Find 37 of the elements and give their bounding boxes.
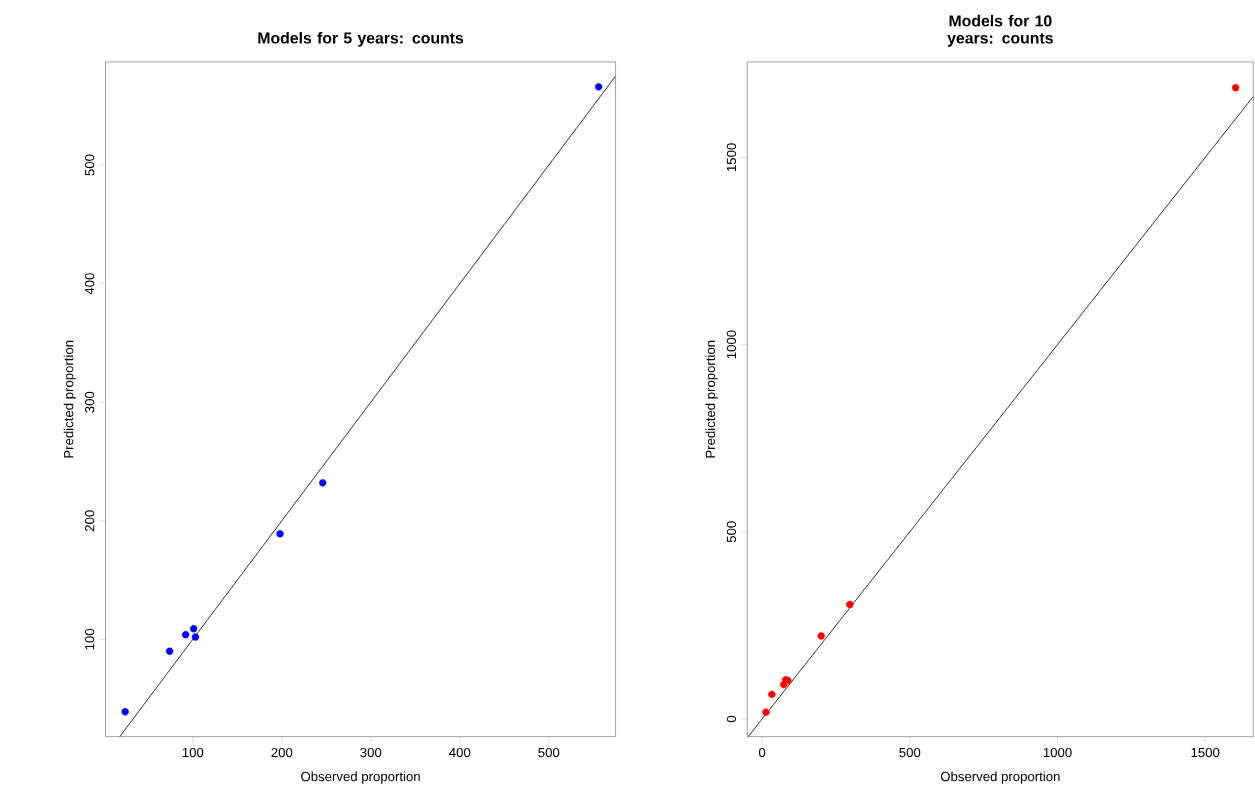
x-tick-label: 1000 — [1043, 747, 1072, 757]
point — [768, 690, 776, 698]
x-tick-label: 500 — [899, 747, 921, 757]
x-tick-label: 400 — [449, 747, 471, 757]
point — [191, 633, 200, 641]
point — [181, 630, 190, 639]
y-tick-label: 200 — [85, 510, 95, 531]
point — [121, 707, 129, 716]
chart-title: Models for 10 years: counts — [947, 14, 1053, 47]
y-tick-label: 1500 — [726, 143, 737, 171]
x-tick-label: 0 — [758, 747, 766, 757]
x-tick-label: 300 — [360, 747, 382, 757]
point — [594, 82, 603, 91]
point — [319, 478, 327, 487]
point — [165, 647, 174, 655]
y-axis-title: Predicted proportion — [63, 340, 76, 458]
y-tick-label: 100 — [85, 628, 95, 650]
point — [762, 708, 770, 716]
point — [817, 632, 825, 640]
point — [846, 600, 854, 608]
y-tick-label: 0 — [726, 715, 737, 722]
x-tick-label: 1500 — [1191, 747, 1220, 757]
point — [276, 529, 284, 538]
x-tick-label: 500 — [538, 747, 560, 757]
x-tick-label: 200 — [271, 747, 293, 757]
x-tick-label: 100 — [182, 747, 204, 757]
y-tick-label: 500 — [726, 521, 737, 543]
point — [189, 624, 198, 633]
y-tick-label: 400 — [85, 272, 95, 295]
y-tick-label: 1000 — [726, 330, 737, 359]
y-tick-label: 300 — [85, 391, 95, 413]
y-axis-title: Predicted proportion — [705, 340, 718, 458]
x-axis-title: Observed proportion — [301, 771, 420, 784]
point — [1231, 83, 1240, 92]
y-tick-label: 500 — [85, 154, 95, 176]
x-axis-title: Observed proportion — [940, 771, 1060, 784]
chart-title: Models for 5 years: counts — [258, 31, 464, 47]
